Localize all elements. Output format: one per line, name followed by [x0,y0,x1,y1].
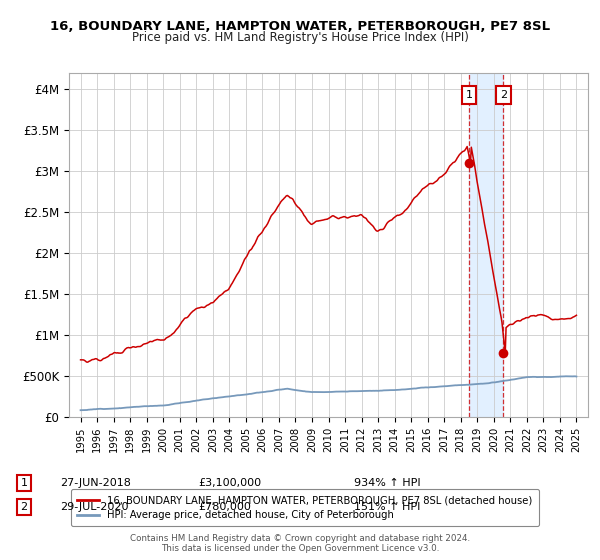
Text: 151% ↑ HPI: 151% ↑ HPI [354,502,421,512]
Legend: 16, BOUNDARY LANE, HAMPTON WATER, PETERBOROUGH, PE7 8SL (detached house), HPI: A: 16, BOUNDARY LANE, HAMPTON WATER, PETERB… [71,489,539,526]
Text: 27-JUN-2018: 27-JUN-2018 [60,478,131,488]
Text: 934% ↑ HPI: 934% ↑ HPI [354,478,421,488]
Text: 2: 2 [500,90,507,100]
Text: 16, BOUNDARY LANE, HAMPTON WATER, PETERBOROUGH, PE7 8SL: 16, BOUNDARY LANE, HAMPTON WATER, PETERB… [50,20,550,32]
Text: 29-JUL-2020: 29-JUL-2020 [60,502,128,512]
Text: 1: 1 [20,478,28,488]
Text: 1: 1 [466,90,472,100]
Text: 2: 2 [20,502,28,512]
Text: £3,100,000: £3,100,000 [198,478,261,488]
Bar [469,73,503,417]
Text: Contains HM Land Registry data © Crown copyright and database right 2024.
This d: Contains HM Land Registry data © Crown c… [130,534,470,553]
Text: £780,000: £780,000 [198,502,251,512]
Text: Price paid vs. HM Land Registry's House Price Index (HPI): Price paid vs. HM Land Registry's House … [131,31,469,44]
